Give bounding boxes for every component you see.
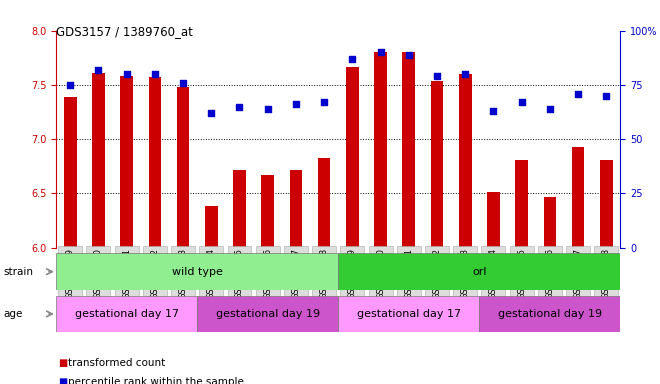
Point xyxy=(516,99,527,105)
Point xyxy=(544,106,555,112)
Bar xyxy=(453,246,477,319)
Bar xyxy=(572,147,584,248)
Bar xyxy=(368,246,393,319)
Bar xyxy=(594,246,618,319)
Bar xyxy=(177,87,189,248)
Bar xyxy=(143,246,167,319)
Bar xyxy=(290,170,302,248)
Bar xyxy=(431,81,444,248)
Text: GSM187681: GSM187681 xyxy=(405,248,413,299)
Point xyxy=(347,56,358,62)
Bar xyxy=(205,207,218,248)
Text: GSM187673: GSM187673 xyxy=(179,248,187,299)
Point xyxy=(150,71,160,77)
Text: ■: ■ xyxy=(58,358,67,368)
Bar xyxy=(261,175,274,248)
Bar xyxy=(197,296,338,332)
Bar xyxy=(86,246,110,319)
Text: GSM187672: GSM187672 xyxy=(150,248,159,299)
Text: GSM187687: GSM187687 xyxy=(574,248,583,299)
Bar xyxy=(318,158,331,248)
Bar xyxy=(538,246,562,319)
Text: GSM187671: GSM187671 xyxy=(122,248,131,299)
Bar xyxy=(566,246,590,319)
Text: GSM187684: GSM187684 xyxy=(489,248,498,299)
Text: gestational day 17: gestational day 17 xyxy=(356,309,461,319)
Text: GSM187682: GSM187682 xyxy=(432,248,442,299)
Point xyxy=(488,108,499,114)
Bar xyxy=(255,246,280,319)
Bar xyxy=(510,246,534,319)
Text: wild type: wild type xyxy=(172,266,222,277)
Point xyxy=(234,104,245,110)
Point xyxy=(376,50,386,56)
Text: GSM187679: GSM187679 xyxy=(348,248,357,299)
Text: gestational day 17: gestational day 17 xyxy=(75,309,179,319)
Text: GDS3157 / 1389760_at: GDS3157 / 1389760_at xyxy=(56,25,193,38)
Bar xyxy=(228,246,251,319)
Text: GSM187680: GSM187680 xyxy=(376,248,385,299)
Text: GSM187675: GSM187675 xyxy=(235,248,244,299)
Bar xyxy=(479,296,620,332)
Point xyxy=(432,73,442,79)
Bar xyxy=(338,296,479,332)
Text: GSM187678: GSM187678 xyxy=(319,248,329,299)
Text: strain: strain xyxy=(3,266,33,277)
Bar xyxy=(171,246,195,319)
Bar xyxy=(338,253,620,290)
Text: GSM187683: GSM187683 xyxy=(461,248,470,299)
Bar xyxy=(284,246,308,319)
Bar xyxy=(346,66,358,248)
Point xyxy=(121,71,132,77)
Text: orl: orl xyxy=(472,266,486,277)
Point xyxy=(206,110,216,116)
Point xyxy=(319,99,329,105)
Bar xyxy=(544,197,556,248)
Text: ■: ■ xyxy=(58,377,67,384)
Bar xyxy=(481,246,506,319)
Point xyxy=(290,101,301,108)
Bar xyxy=(487,192,500,248)
Text: gestational day 19: gestational day 19 xyxy=(216,309,320,319)
Bar xyxy=(115,246,139,319)
Bar xyxy=(403,53,415,248)
Bar xyxy=(600,160,612,248)
Bar xyxy=(233,170,246,248)
Bar xyxy=(341,246,364,319)
Bar xyxy=(312,246,336,319)
Bar xyxy=(58,246,82,319)
Bar xyxy=(397,246,421,319)
Point xyxy=(601,93,612,99)
Bar xyxy=(120,76,133,248)
Text: GSM187670: GSM187670 xyxy=(94,248,103,299)
Point xyxy=(573,91,583,97)
Point xyxy=(263,106,273,112)
Bar xyxy=(64,97,77,248)
Text: GSM187676: GSM187676 xyxy=(263,248,272,299)
Bar xyxy=(56,296,197,332)
Text: transformed count: transformed count xyxy=(68,358,165,368)
Bar xyxy=(515,160,528,248)
Bar xyxy=(199,246,223,319)
Text: gestational day 19: gestational day 19 xyxy=(498,309,602,319)
Text: GSM187677: GSM187677 xyxy=(292,248,300,299)
Bar xyxy=(459,74,471,248)
Text: age: age xyxy=(3,309,22,319)
Text: GSM187688: GSM187688 xyxy=(602,248,611,299)
Point xyxy=(403,51,414,58)
Point xyxy=(65,82,75,88)
Text: percentile rank within the sample: percentile rank within the sample xyxy=(68,377,244,384)
Text: GSM187685: GSM187685 xyxy=(517,248,526,299)
Bar xyxy=(92,73,105,248)
Bar xyxy=(425,246,449,319)
Point xyxy=(93,67,104,73)
Text: GSM187674: GSM187674 xyxy=(207,248,216,299)
Point xyxy=(460,71,471,77)
Text: GSM187669: GSM187669 xyxy=(66,248,75,299)
Text: GSM187686: GSM187686 xyxy=(545,248,554,299)
Bar xyxy=(148,77,161,248)
Bar xyxy=(56,253,338,290)
Bar xyxy=(374,53,387,248)
Point xyxy=(178,80,188,86)
